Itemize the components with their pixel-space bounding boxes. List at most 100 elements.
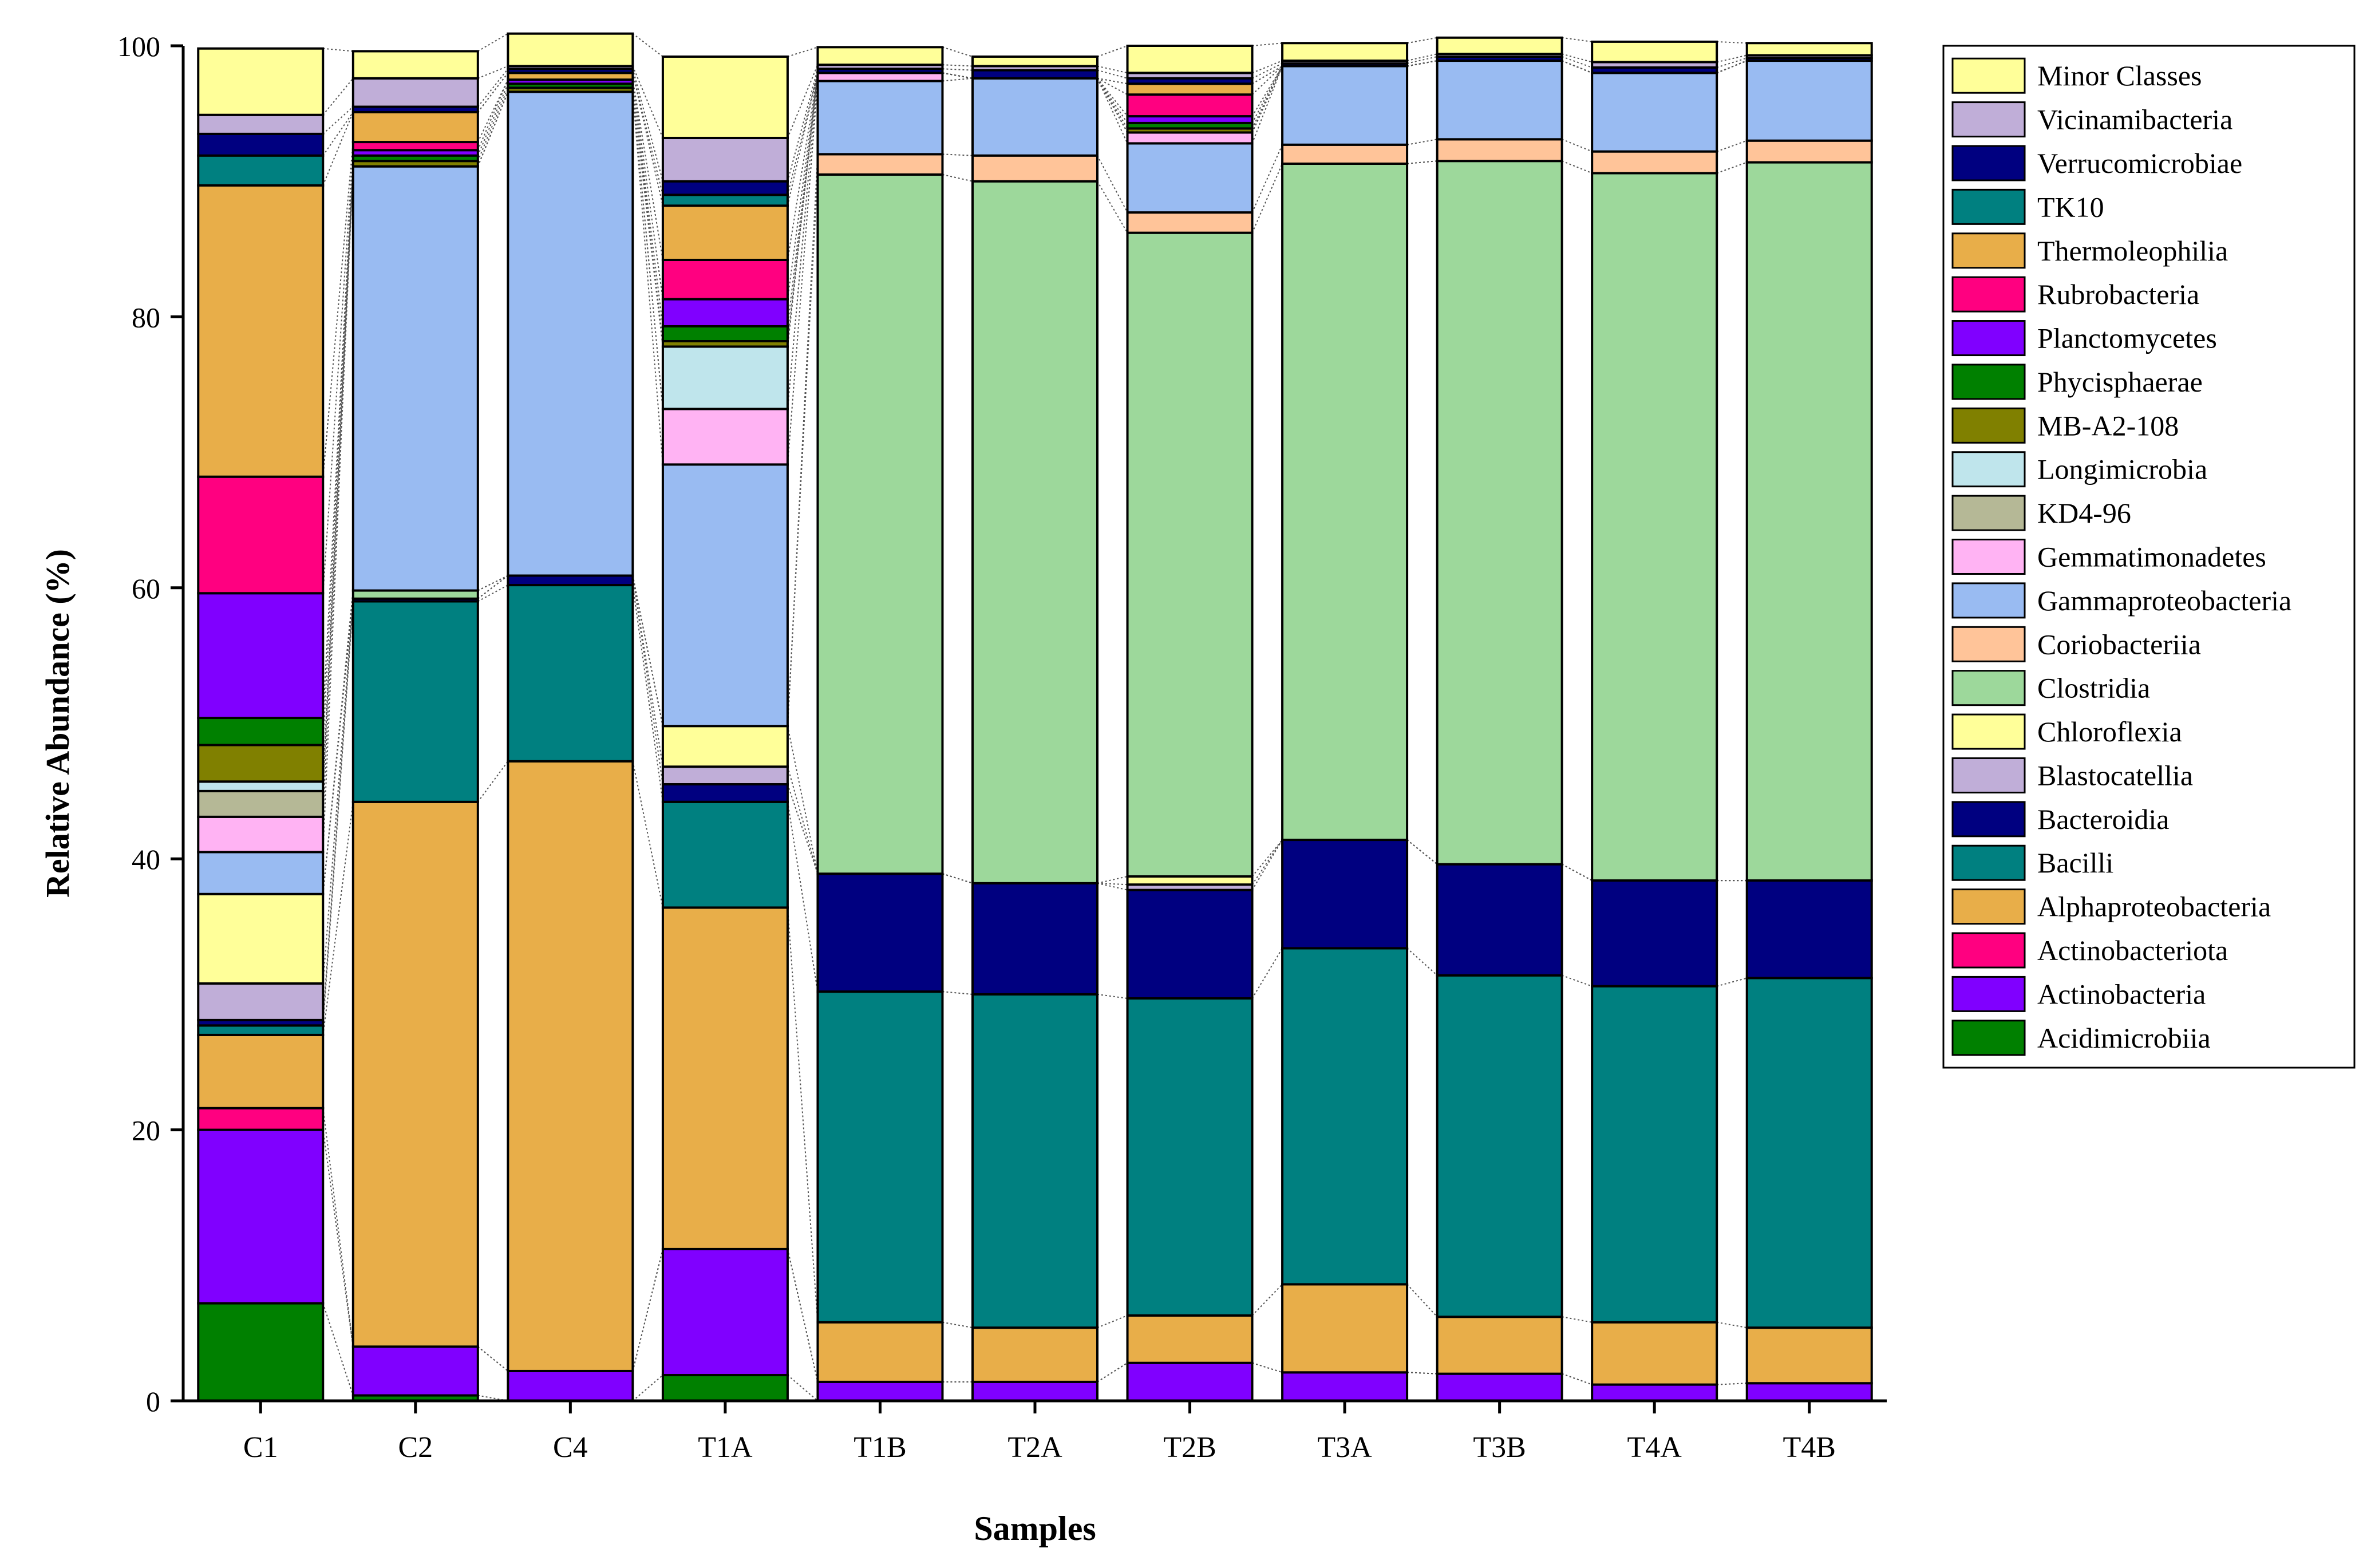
legend-label: Vicinamibacteria [2037,104,2232,136]
connector-line [322,112,354,156]
connector-line [477,65,508,79]
connector-line [1097,155,1128,213]
connector-line [632,575,663,785]
x-tick-label: T2A [1007,1431,1062,1464]
bar-segment [197,780,325,792]
bar-segment [351,800,479,1348]
bar-segment [971,882,1098,996]
bar-segment [1591,879,1718,988]
x-tick-label: T1B [853,1431,906,1464]
connector-line [787,46,818,57]
connector-line [787,68,819,181]
connector-line [1252,42,1283,46]
bar-segment [351,110,479,144]
connector-line [322,166,354,791]
bar-segment [816,153,944,176]
connector-line [787,766,819,874]
bar-segment [1745,60,1873,142]
bar-segment [1126,1361,1254,1403]
connector-line [1097,875,1128,884]
legend-label: Longimicrobia [2037,453,2207,485]
connector-line [477,584,508,602]
x-tick-label: T4A [1627,1431,1682,1464]
connector-line [632,68,663,181]
axes-group: 0 20 40 60 80 100 C1 C2 C4 T1A T1B T2A T2B T3A T3B T4A T… [117,30,1887,1464]
connector-line [1717,1321,1747,1329]
x-tick-label: C1 [243,1431,278,1464]
legend-swatch [1951,188,2026,225]
connector-line [942,46,973,57]
legend-swatch [1951,232,2026,269]
legend-swatch [1951,495,2026,531]
x-tick-label: T1A [698,1431,753,1464]
bar-segment [1126,211,1254,234]
connector-line [1252,65,1283,85]
connector-line [322,166,354,817]
connector-line [1252,60,1283,74]
connector-line [1717,41,1747,44]
connector-line [322,106,354,135]
connector-line [632,1375,663,1401]
legend-label: Verrucomicrobiae [2037,147,2242,179]
bar-segment [1281,1371,1409,1402]
x-tick-label: C2 [398,1431,433,1464]
bar-segment [1281,1283,1409,1374]
connector-line [1562,863,1593,881]
connector-line [1097,69,1128,79]
legend-label: Minor Classes [2037,60,2202,92]
bar-segment [351,1345,479,1397]
bar-segment [661,1247,789,1377]
legend-swatch [1951,57,2026,94]
bar-segment [1126,231,1254,878]
connector-line [1562,139,1593,152]
bar-segment [1745,1326,1873,1385]
connector-line [1251,66,1283,124]
legend-swatch [1951,539,2026,575]
connector-line [1716,140,1748,152]
bar-segment [816,72,944,82]
connector-line [477,87,509,161]
connector-line [1251,65,1283,95]
legend-label: Gammaproteobacteria [2037,584,2291,617]
connector-line [477,575,508,591]
bar-segment [197,717,325,747]
connector-line [1406,56,1437,64]
bar-segment [197,1107,325,1131]
connector-line [1097,78,1128,129]
connector-line [477,92,509,167]
bar-segment [816,872,944,993]
y-tick-label: 60 [132,572,160,605]
connector-line [1251,144,1283,213]
bar-segment [1126,997,1254,1317]
connector-line [1097,882,1128,886]
connector-line [477,1346,508,1372]
connector-line [787,73,819,195]
legend-swatch [1951,757,2026,793]
connector-line [1097,45,1128,57]
connector-line [1407,1372,1437,1375]
bar-segment [351,77,479,108]
bar-segment [351,165,479,592]
legend-label: Bacilli [2037,847,2113,879]
bar-segment [661,906,789,1250]
legend-swatch [1951,320,2026,357]
bar-segment [1126,142,1254,214]
connector-line [787,726,819,874]
legend-swatch [1951,975,2026,1012]
connector-line [632,575,663,767]
connector-line [1097,181,1128,234]
bar-segment [1126,45,1254,74]
bar-segment [197,475,325,595]
connector-line [477,79,509,143]
bar-segment [197,892,325,985]
connector-line [632,88,663,342]
legend-label: Gemmatimonadetes [2037,541,2266,573]
legend-swatch [1951,145,2026,181]
bar-segment [661,258,789,301]
legend-swatch [1951,1020,2026,1056]
bar-segment [197,154,325,187]
connector-line [1717,1383,1747,1385]
bar-segment [661,783,789,803]
connector-line [1716,54,1747,63]
connector-line [632,73,663,195]
